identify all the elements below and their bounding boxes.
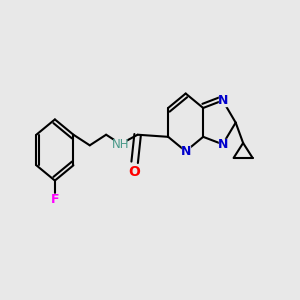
Text: N: N	[218, 94, 228, 107]
Text: O: O	[129, 165, 141, 179]
Text: N: N	[181, 145, 191, 158]
Bar	[131, 167, 138, 177]
Bar	[182, 146, 190, 156]
Text: N: N	[218, 138, 228, 151]
Text: F: F	[51, 193, 59, 206]
Bar	[114, 139, 126, 150]
Bar	[218, 139, 227, 149]
Bar	[50, 194, 59, 205]
Bar	[218, 95, 227, 106]
Text: NH: NH	[112, 138, 129, 151]
